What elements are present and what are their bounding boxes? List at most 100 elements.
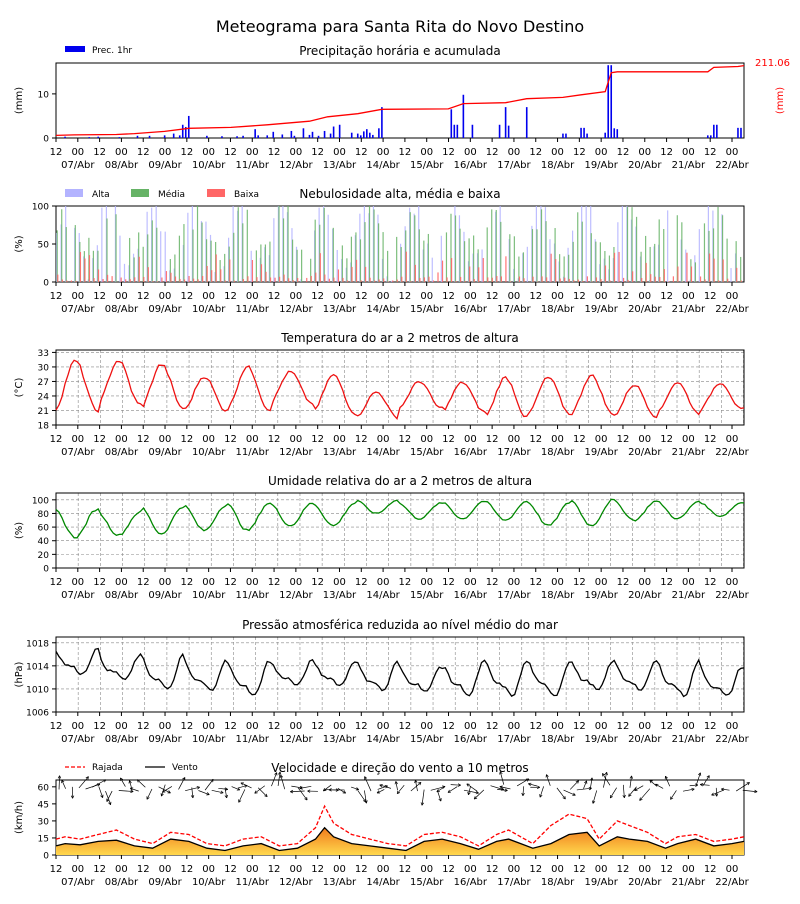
wind-direction-arrow <box>290 791 304 792</box>
x-tick-label: 12 <box>442 864 455 875</box>
date-label: 13/Abr <box>323 304 357 315</box>
date-label: 12/Abr <box>279 447 313 458</box>
x-tick-label: 00 <box>246 291 259 302</box>
cloud-high-bar <box>730 268 731 282</box>
y-tick-label: 60 <box>38 783 50 793</box>
date-label: 19/Abr <box>584 590 618 601</box>
date-label: 22/Abr <box>715 590 749 601</box>
x-tick-label: 00 <box>246 434 259 445</box>
cloud-low-bar <box>112 276 113 282</box>
cloud-mid-bar <box>115 214 116 282</box>
cloud-mid-bar <box>296 250 297 282</box>
x-tick-label: 12 <box>50 577 63 588</box>
x-tick-label: 12 <box>180 721 193 732</box>
cloud-low-bar <box>655 277 656 282</box>
y-tick-label: 1006 <box>26 709 49 719</box>
date-label: 13/Abr <box>323 877 357 888</box>
x-tick-label: 12 <box>573 577 586 588</box>
x-tick-label: 00 <box>508 291 521 302</box>
precip-bar <box>182 125 184 138</box>
x-tick-label: 12 <box>617 721 630 732</box>
precip-bar <box>206 136 208 138</box>
x-tick-label: 00 <box>464 864 477 875</box>
cloud-low-bar <box>401 277 402 282</box>
precip-bar <box>369 133 371 138</box>
x-tick-label: 12 <box>529 577 542 588</box>
precip-bar <box>526 107 528 138</box>
cloud-low-bar <box>306 278 307 282</box>
cloud-low-bar <box>664 269 665 282</box>
cloud-mid-bar <box>568 255 569 282</box>
cloud-low-bar <box>465 281 466 282</box>
x-tick-label: 12 <box>268 291 281 302</box>
cloud-mid-bar <box>287 206 288 282</box>
date-label: 16/Abr <box>454 877 488 888</box>
cloud-mid-bar <box>591 233 592 282</box>
x-tick-label: 12 <box>529 721 542 732</box>
cloud-low-bar <box>474 279 475 282</box>
pressure-title: Pressão atmosférica reduzida ao nível mé… <box>242 618 558 632</box>
cloud-low-bar <box>374 281 375 282</box>
y-tick-label: 45 <box>38 800 49 810</box>
date-label: 16/Abr <box>454 160 488 171</box>
wind-direction-arrow <box>79 777 89 788</box>
cloud-low-bar <box>329 279 330 282</box>
date-label: 21/Abr <box>672 447 706 458</box>
x-tick-label: 00 <box>333 434 346 445</box>
precip-bar <box>149 136 151 138</box>
date-label: 13/Abr <box>323 447 357 458</box>
x-tick-label: 00 <box>333 291 346 302</box>
cloud-low-bar <box>727 279 728 282</box>
x-tick-label: 00 <box>551 577 564 588</box>
date-label: 20/Abr <box>628 877 662 888</box>
x-tick-label: 00 <box>115 577 128 588</box>
accumulated-precip-line <box>56 66 744 136</box>
wind-direction-arrow <box>59 776 60 790</box>
cloud-low-bar <box>496 276 497 282</box>
cloud-mid-bar <box>491 209 492 282</box>
cloud-low-bar <box>419 278 420 282</box>
x-tick-label: 12 <box>311 147 324 158</box>
cloud-mid-bar <box>283 218 284 282</box>
x-tick-label: 12 <box>660 721 673 732</box>
y-tick-label: 30 <box>38 817 50 827</box>
x-tick-label: 12 <box>399 577 412 588</box>
cloud-high-bar <box>622 206 623 282</box>
x-tick-label: 00 <box>246 147 259 158</box>
precip-bar <box>351 133 353 138</box>
x-tick-label: 00 <box>290 721 303 732</box>
humidity-frame <box>56 493 744 568</box>
cloud-low-bar <box>102 279 103 282</box>
x-tick-label: 12 <box>224 147 237 158</box>
date-label: 15/Abr <box>410 590 444 601</box>
date-label: 14/Abr <box>366 447 400 458</box>
cloud-low-bar <box>365 267 366 282</box>
x-tick-label: 12 <box>704 147 717 158</box>
y-tick-label: 100 <box>32 496 49 506</box>
x-tick-label: 12 <box>442 577 455 588</box>
cloud-low-bar <box>709 254 710 282</box>
x-tick-label: 00 <box>638 434 651 445</box>
y-tick-label: 0 <box>43 852 49 862</box>
cloud-low-bar <box>252 260 253 282</box>
cloud-mid-bar <box>464 241 465 282</box>
cloud-high-bar <box>165 232 166 282</box>
x-tick-label: 00 <box>115 147 128 158</box>
cloud-low-bar <box>673 276 674 282</box>
cloud-low-bar <box>600 279 601 282</box>
cloud-low-bar <box>487 277 488 282</box>
x-tick-label: 12 <box>268 434 281 445</box>
precip-bar <box>357 134 359 138</box>
precip-bar <box>716 125 718 138</box>
cloud-low-bar <box>614 253 615 282</box>
wind-title: Velocidade e direção do vento a 10 metro… <box>271 761 528 775</box>
x-tick-label: 00 <box>333 577 346 588</box>
x-tick-label: 12 <box>573 721 586 732</box>
precip-bar <box>707 135 709 138</box>
date-label: 19/Abr <box>584 160 618 171</box>
cloud-mid-bar <box>93 251 94 282</box>
wind-direction-arrow <box>105 791 110 805</box>
precip-bar <box>508 126 510 138</box>
cloud-low-bar <box>320 253 321 282</box>
